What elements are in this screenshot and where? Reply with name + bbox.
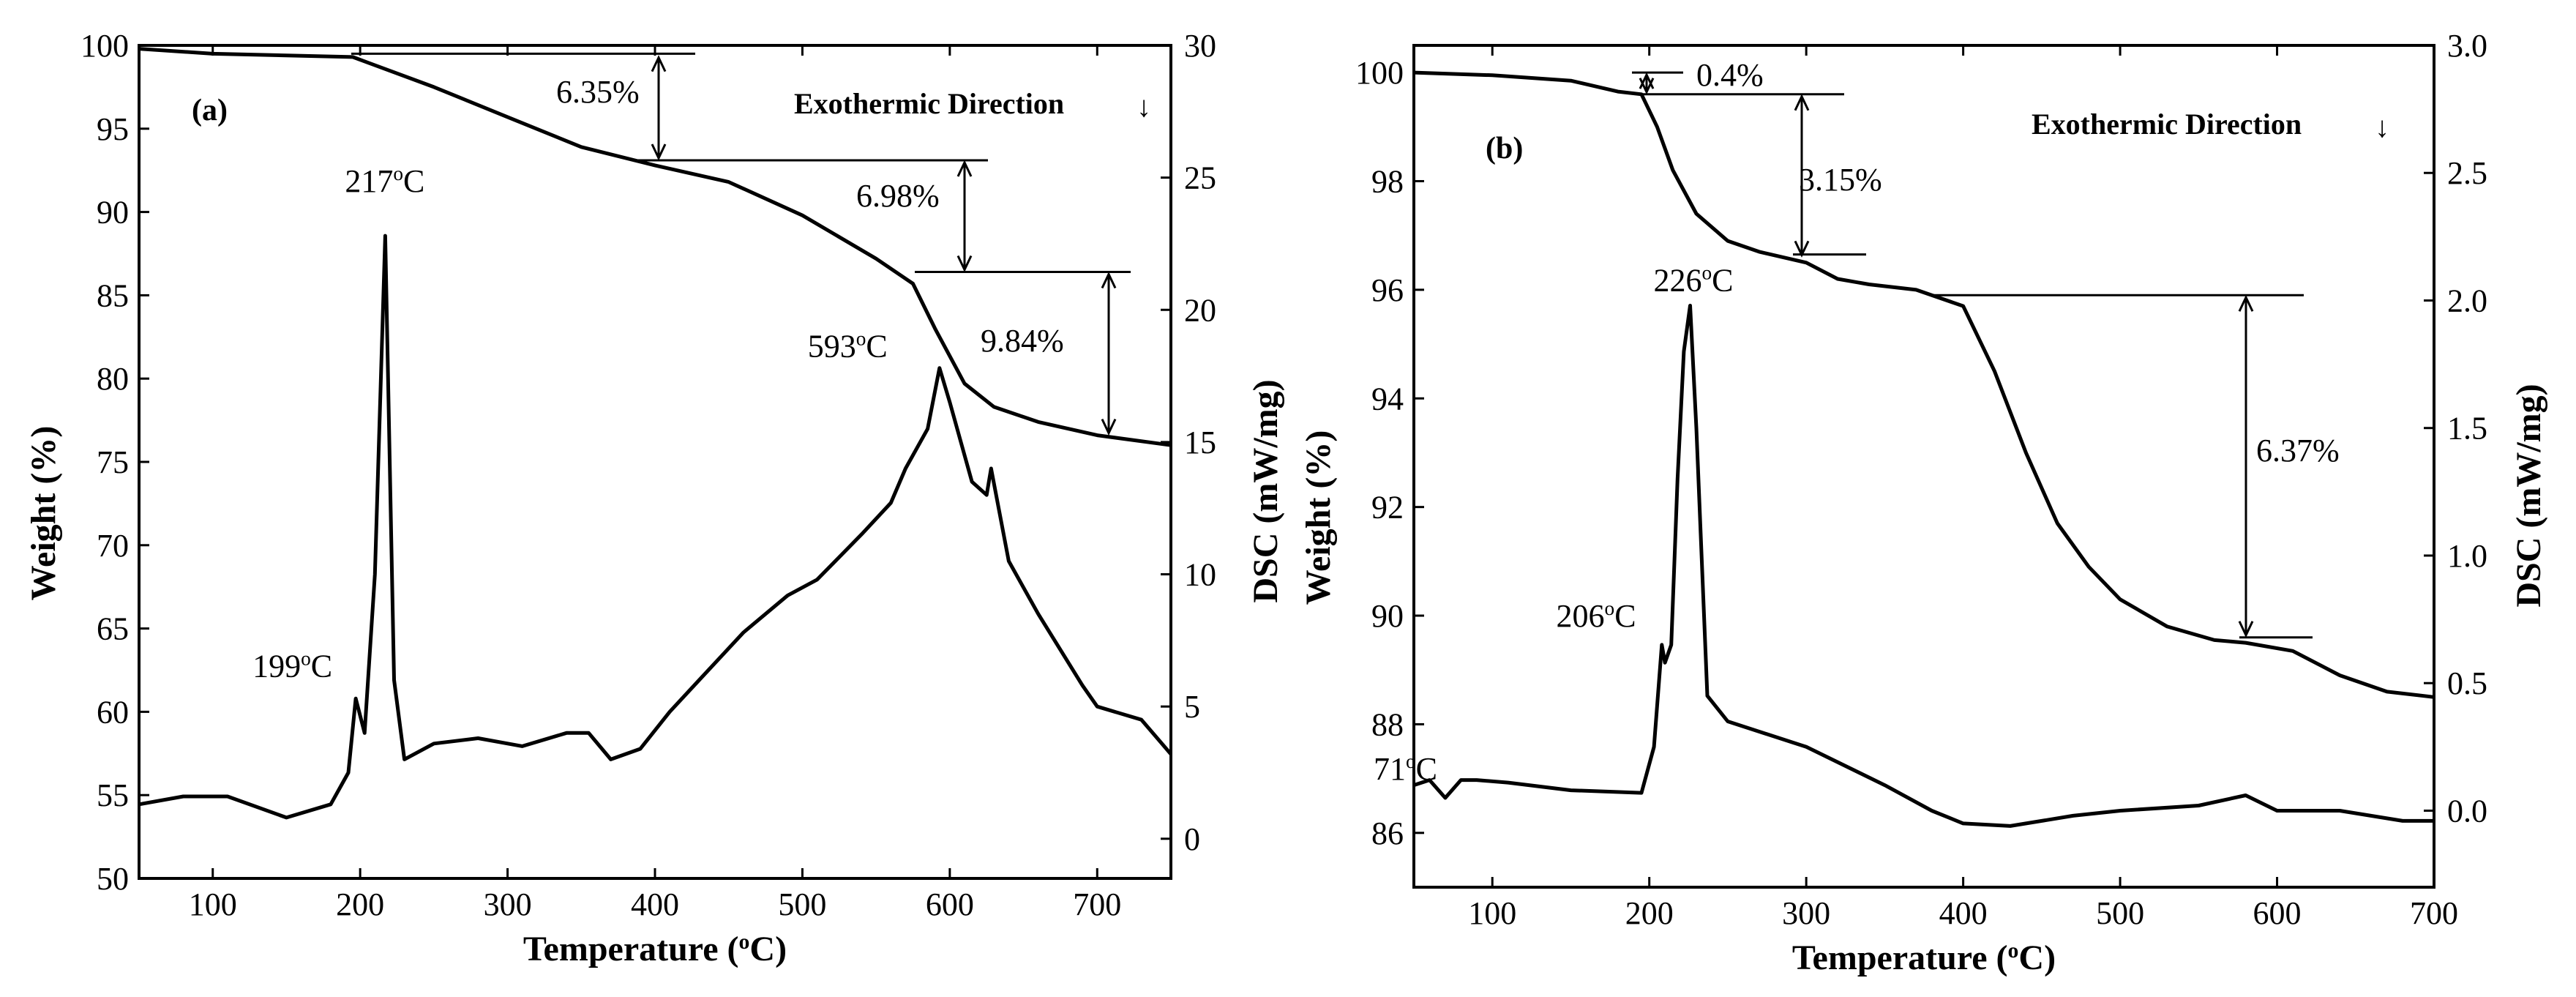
x-tick-label: 300 xyxy=(1782,895,1830,931)
y-right-tick-label: 5 xyxy=(1184,689,1200,725)
y-right-tick-label: 3.0 xyxy=(2447,28,2487,64)
panel-label: (b) xyxy=(1486,132,1523,165)
exothermic-direction-label: Exothermic Direction xyxy=(794,87,1064,120)
y-left-tick-label: 88 xyxy=(1371,706,1404,742)
y-left-tick-label: 85 xyxy=(97,277,129,313)
arrow-head-up xyxy=(1794,94,1810,111)
mass-loss-label: 3.15% xyxy=(1799,162,1882,198)
y-right-axis-label: DSC (mW/mg) xyxy=(1246,379,1285,602)
y-left-tick-label: 70 xyxy=(97,528,129,564)
y-right-tick-label: 0.5 xyxy=(2447,665,2487,701)
x-tick-label: 700 xyxy=(1073,886,1121,922)
mass-loss-label: 6.35% xyxy=(556,74,640,110)
dsc-curve xyxy=(1413,304,2434,828)
panel-label: (a) xyxy=(192,94,228,127)
y-left-tick-label: 90 xyxy=(97,195,129,231)
y-right-tick-label: 25 xyxy=(1184,160,1216,196)
arrow-head-up xyxy=(956,160,973,177)
y-left-tick-label: 60 xyxy=(97,694,129,730)
y-right-tick-label: 20 xyxy=(1184,292,1216,328)
peak-label: 71oC xyxy=(1374,750,1437,787)
y-left-tick-label: 96 xyxy=(1371,272,1404,308)
plot-frame xyxy=(138,44,1172,880)
x-tick-label: 700 xyxy=(2410,895,2458,931)
exothermic-arrow-icon: ↓ xyxy=(2375,111,2389,143)
x-tick-label: 600 xyxy=(926,886,974,922)
y-left-tick-label: 98 xyxy=(1371,163,1404,199)
y-left-tick-label: 55 xyxy=(97,777,129,813)
y-right-tick-label: 0.0 xyxy=(2447,793,2487,829)
exothermic-arrow-icon: ↓ xyxy=(1137,90,1151,123)
y-right-tick-label: 15 xyxy=(1184,425,1216,460)
y-left-tick-label: 100 xyxy=(1355,55,1404,91)
exothermic-direction-label: Exothermic Direction xyxy=(2032,108,2302,141)
arrow-head-down xyxy=(1101,418,1117,436)
y-left-tick-label: 75 xyxy=(97,444,129,480)
x-tick-label: 300 xyxy=(484,886,532,922)
x-tick-label: 200 xyxy=(1625,895,1674,931)
arrow-head-down xyxy=(1794,240,1810,258)
mass-loss-label: 6.37% xyxy=(2256,433,2340,468)
y-right-tick-label: 1.5 xyxy=(2447,411,2487,447)
y-left-tick-label: 92 xyxy=(1371,490,1404,526)
x-tick-label: 400 xyxy=(1939,895,1988,931)
arrow-head-down xyxy=(1639,78,1655,95)
peak-label: 199oC xyxy=(252,647,332,684)
x-tick-label: 500 xyxy=(2096,895,2144,931)
peak-label: 217oC xyxy=(345,163,424,199)
y-left-tick-label: 95 xyxy=(97,111,129,147)
y-left-axis-label: Weight (%) xyxy=(1299,430,1338,605)
tg-weight-curve xyxy=(1413,70,2435,699)
plot-frame xyxy=(1412,44,2435,889)
y-right-tick-label: 1.0 xyxy=(2447,538,2487,574)
y-right-tick-label: 30 xyxy=(1184,28,1216,64)
arrow-head-down xyxy=(2238,621,2254,638)
chart-panel-b: 100 200 300 400 500 600 700 86 88 90 92 94 96 98 100 0.… xyxy=(1299,28,2548,977)
mass-loss-label: 0.4% xyxy=(1696,57,1764,93)
y-left-tick-label: 50 xyxy=(97,861,129,897)
y-left-tick-label: 80 xyxy=(97,361,129,397)
y-left-tick-label: 90 xyxy=(1371,598,1404,634)
arrow-head-down xyxy=(956,255,973,273)
x-tick-label: 100 xyxy=(189,886,237,922)
x-tick-label: 400 xyxy=(631,886,679,922)
peak-label: 593oC xyxy=(808,328,888,365)
arrow-head-up xyxy=(651,55,667,72)
x-tick-label: 500 xyxy=(778,886,826,922)
y-left-tick-label: 86 xyxy=(1371,815,1404,851)
y-right-tick-label: 2.0 xyxy=(2447,283,2487,318)
y-left-tick-label: 65 xyxy=(97,611,129,647)
dsc-curve xyxy=(138,234,1172,820)
tg-weight-curve xyxy=(138,47,1172,447)
peak-label: 206oC xyxy=(1557,597,1636,634)
y-right-tick-label: 0 xyxy=(1184,821,1200,857)
y-right-axis-label: DSC (mW/mg) xyxy=(2509,384,2548,607)
x-tick-label: 200 xyxy=(336,886,384,922)
x-axis-label: Temperature (oC) xyxy=(1792,938,2056,977)
x-axis-label: Temperature (oC) xyxy=(523,930,787,968)
arrow-head-up xyxy=(1101,272,1117,289)
y-right-tick-label: 2.5 xyxy=(2447,155,2487,191)
y-left-tick-label: 100 xyxy=(80,28,129,64)
arrow-head-up xyxy=(2238,294,2254,312)
peak-label: 226oC xyxy=(1653,261,1733,298)
mass-loss-label: 6.98% xyxy=(856,178,940,214)
mass-loss-label: 9.84% xyxy=(981,323,1064,359)
chart-panel-a: 100 200 300 400 500 600 7005055606570758085909… xyxy=(24,28,1285,968)
arrow-head-down xyxy=(651,143,667,161)
x-tick-label: 100 xyxy=(1468,895,1516,931)
y-left-tick-label: 94 xyxy=(1371,381,1404,417)
y-left-axis-label: Weight (%) xyxy=(24,426,63,601)
x-tick-label: 600 xyxy=(2253,895,2302,931)
y-right-tick-label: 10 xyxy=(1184,557,1216,593)
